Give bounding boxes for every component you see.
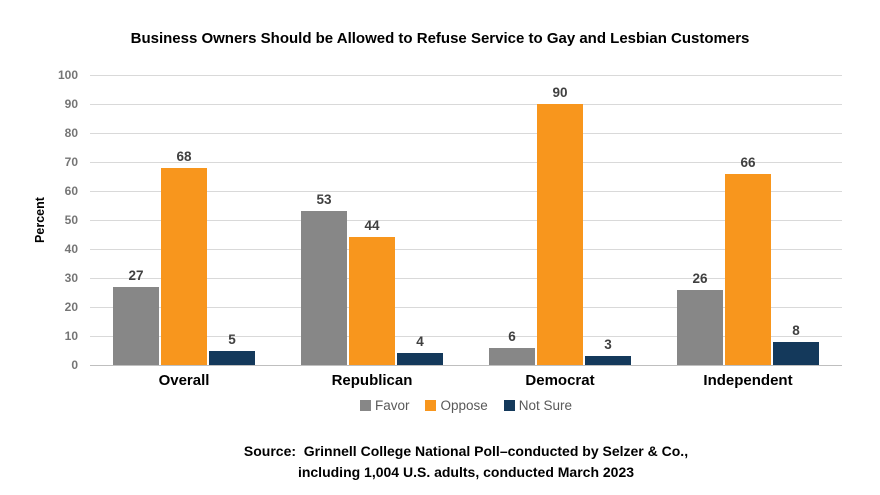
plot-area: 27 68 5 53 44 4 6 90 3 26 66 8: [90, 75, 842, 366]
gridline: [90, 191, 842, 192]
bar-oppose: 44: [349, 218, 395, 365]
bar-value-label: 66: [740, 154, 756, 170]
legend-label: Favor: [374, 398, 410, 413]
category-label: Independent: [703, 372, 793, 389]
bar-favor: 27: [113, 268, 159, 365]
bar-group: 26 66 8: [654, 75, 842, 365]
gridline: [90, 365, 842, 366]
gridline: [90, 278, 842, 279]
chart-title: Business Owners Should be Allowed to Ref…: [130, 30, 750, 47]
bar-value-label: 90: [552, 85, 568, 100]
y-axis: 0 10 20 30 40 50 60 70 80 90 100: [0, 68, 78, 372]
y-tick-label: 60: [64, 184, 78, 198]
bar-not-sure: 3: [585, 337, 631, 365]
y-tick-label: 80: [64, 126, 78, 140]
bar-group: 6 90 3: [466, 75, 654, 365]
bar-value-label: 27: [128, 267, 144, 283]
legend-label: Oppose: [440, 398, 488, 413]
bar-groups: 27 68 5 53 44 4 6 90 3 26 66 8: [90, 75, 842, 365]
bar-value-label: 6: [508, 328, 516, 344]
bar-not-sure: 8: [773, 323, 819, 365]
legend-item: Favor: [359, 398, 410, 413]
y-tick-label: 0: [71, 358, 78, 372]
bar-oppose: 90: [537, 85, 583, 365]
gridline: [90, 336, 842, 337]
bar-group: 53 44 4: [278, 75, 466, 365]
bar-not-sure: 4: [397, 334, 443, 365]
bar-value-label: 5: [228, 331, 236, 347]
bar-favor: 26: [677, 271, 723, 365]
bar-value-label: 53: [316, 192, 332, 208]
source-note: Source: Grinnell College National Poll–c…: [90, 441, 842, 483]
legend-item: Not Sure: [503, 398, 573, 413]
source-line-1: Source: Grinnell College National Poll–c…: [243, 443, 689, 459]
bar-not-sure: 5: [209, 332, 255, 365]
source-line-2: including 1,004 U.S. adults, conducted M…: [297, 464, 635, 480]
category-label: Democrat: [525, 372, 595, 389]
y-tick-label: 10: [64, 329, 78, 343]
gridline: [90, 162, 842, 163]
bar-value-label: 3: [604, 337, 612, 353]
bar-oppose: 66: [725, 155, 771, 365]
y-tick-label: 50: [64, 213, 78, 227]
bar-value-label: 44: [364, 218, 380, 234]
bar-favor: 53: [301, 192, 347, 365]
bar-value-label: 68: [176, 148, 192, 164]
bar-value-label: 26: [692, 270, 708, 286]
legend-label: Not Sure: [518, 398, 573, 413]
gridline: [90, 133, 842, 134]
legend-swatch: [503, 400, 515, 411]
y-tick-label: 20: [64, 300, 78, 314]
y-tick-label: 40: [64, 242, 78, 256]
bar-favor: 6: [489, 329, 535, 365]
y-tick-label: 70: [64, 155, 78, 169]
x-axis: Overall Republican Democrat Independent: [90, 372, 842, 389]
category-label: Overall: [158, 372, 210, 389]
legend-swatch: [359, 400, 371, 411]
y-tick-label: 90: [64, 97, 78, 111]
legend-item: Oppose: [425, 398, 488, 413]
bar-value-label: 4: [416, 334, 424, 350]
bar-value-label: 8: [792, 322, 800, 338]
bar-group: 27 68 5: [90, 75, 278, 365]
gridline: [90, 104, 842, 105]
gridline: [90, 307, 842, 308]
legend: Favor Oppose Not Sure: [90, 398, 842, 413]
y-tick-label: 100: [57, 68, 78, 82]
category-label: Republican: [331, 372, 413, 389]
gridline: [90, 249, 842, 250]
legend-swatch: [425, 400, 437, 411]
y-tick-label: 30: [64, 271, 78, 285]
bar-oppose: 68: [161, 149, 207, 365]
gridline: [90, 220, 842, 221]
gridline: [90, 75, 842, 76]
